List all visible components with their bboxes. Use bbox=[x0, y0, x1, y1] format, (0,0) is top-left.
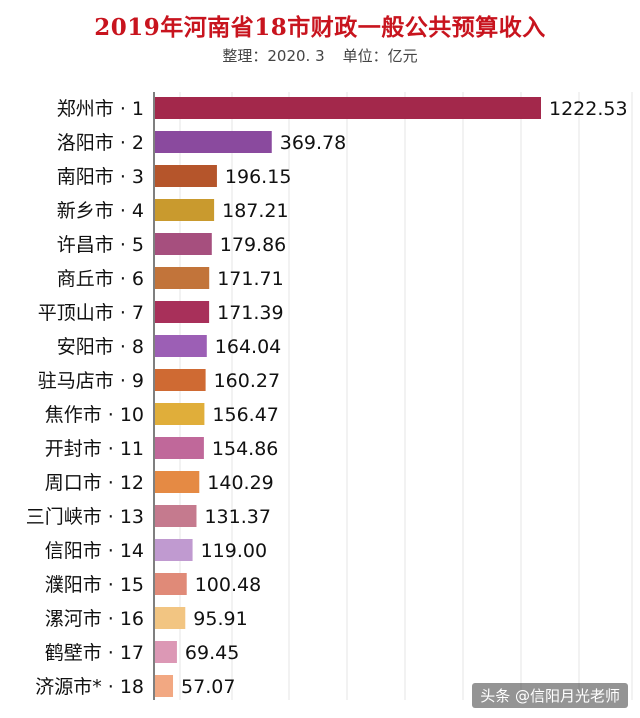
category-label: 驻马店市 · 9 bbox=[38, 370, 144, 392]
labels: 郑州市 · 1 1222.53 洛阳市 · 2 369.78 南阳市 · 3 196.15… bbox=[26, 98, 628, 698]
bar bbox=[155, 267, 210, 289]
category-label: 平顶山市 · 7 bbox=[38, 302, 144, 324]
category-label: 开封市 · 11 bbox=[45, 438, 144, 460]
bar bbox=[155, 301, 210, 323]
value-label: 154.86 bbox=[212, 438, 278, 460]
bar bbox=[155, 165, 217, 187]
value-label: 69.45 bbox=[185, 642, 239, 664]
value-label: 187.21 bbox=[222, 200, 288, 222]
category-label: 漯河市 · 16 bbox=[45, 608, 144, 630]
bar bbox=[155, 369, 206, 391]
bar bbox=[155, 641, 177, 663]
value-label: 171.39 bbox=[217, 302, 283, 324]
bar bbox=[155, 471, 200, 493]
value-label: 156.47 bbox=[212, 404, 278, 426]
value-label: 100.48 bbox=[195, 574, 261, 596]
bar bbox=[155, 335, 207, 357]
category-label: 焦作市 · 10 bbox=[45, 404, 144, 426]
category-label: 信阳市 · 14 bbox=[45, 540, 144, 562]
bar bbox=[155, 233, 212, 255]
chart-subtitle: 整理：2020. 3 单位：亿元 bbox=[0, 45, 640, 66]
bar bbox=[155, 573, 187, 595]
bar bbox=[155, 403, 205, 425]
chart-title: 2019年河南省18市财政一般公共预算收入 bbox=[94, 14, 546, 41]
subtitle-unit: 单位：亿元 bbox=[342, 47, 418, 65]
grid-lines bbox=[153, 92, 633, 700]
watermark: 头条 @信阳月光老师 bbox=[472, 683, 628, 708]
category-label: 周口市 · 12 bbox=[45, 472, 144, 494]
category-label: 安阳市 · 8 bbox=[57, 336, 144, 358]
bar bbox=[155, 539, 193, 561]
bar bbox=[155, 675, 174, 697]
category-label: 新乡市 · 4 bbox=[57, 200, 144, 222]
category-label: 三门峡市 · 13 bbox=[26, 506, 144, 528]
category-label: 濮阳市 · 15 bbox=[45, 574, 144, 596]
value-label: 119.00 bbox=[201, 540, 267, 562]
value-label: 131.37 bbox=[204, 506, 270, 528]
bar bbox=[155, 199, 215, 221]
bars bbox=[155, 97, 541, 697]
subtitle-source: 整理：2020. 3 bbox=[222, 47, 325, 65]
value-label: 140.29 bbox=[207, 472, 273, 494]
bar bbox=[155, 97, 541, 119]
value-label: 179.86 bbox=[220, 234, 286, 256]
value-label: 57.07 bbox=[181, 676, 235, 698]
bar bbox=[155, 437, 204, 459]
value-label: 164.04 bbox=[215, 336, 281, 358]
value-label: 196.15 bbox=[225, 166, 291, 188]
bar bbox=[155, 505, 197, 527]
bar bbox=[155, 607, 186, 629]
category-label: 洛阳市 · 2 bbox=[57, 132, 144, 154]
category-label: 济源市* · 18 bbox=[35, 676, 144, 698]
category-label: 许昌市 · 5 bbox=[57, 234, 144, 256]
category-label: 郑州市 · 1 bbox=[57, 98, 144, 120]
value-label: 1222.53 bbox=[549, 98, 628, 120]
value-label: 171.71 bbox=[217, 268, 283, 290]
category-label: 鹤壁市 · 17 bbox=[45, 642, 144, 664]
category-label: 南阳市 · 3 bbox=[57, 166, 144, 188]
category-label: 商丘市 · 6 bbox=[57, 268, 144, 290]
value-label: 369.78 bbox=[280, 132, 346, 154]
value-label: 160.27 bbox=[214, 370, 280, 392]
value-label: 95.91 bbox=[193, 608, 247, 630]
bar bbox=[155, 131, 272, 153]
